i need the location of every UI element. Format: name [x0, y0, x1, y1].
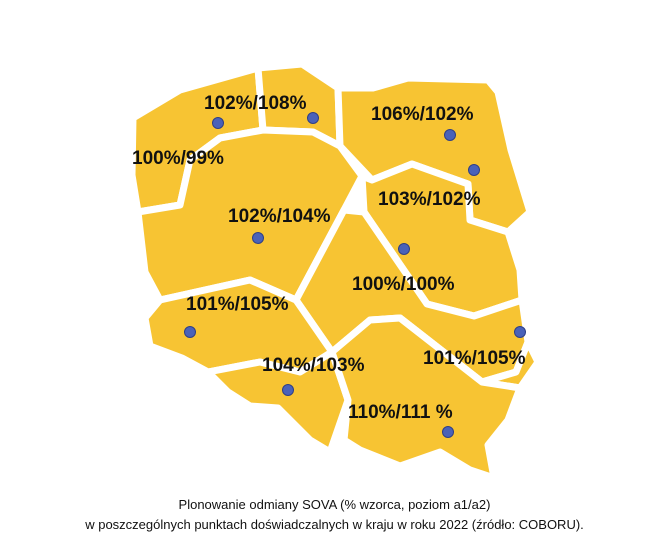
region-marker — [398, 243, 410, 255]
region-marker — [212, 117, 224, 129]
region-marker — [282, 384, 294, 396]
region-south-lesser — [328, 314, 524, 482]
region-marker — [468, 164, 480, 176]
region-label-northwest: 100%/99% — [132, 148, 224, 169]
region-label-south-silesia: 104%/103% — [262, 355, 365, 376]
region-label-northeast: 106%/102% — [371, 104, 474, 125]
region-marker — [444, 129, 456, 141]
region-label-southeast-east: 101%/105% — [423, 348, 526, 369]
region-label-center-west: 102%/104% — [228, 206, 331, 227]
region-marker — [307, 112, 319, 124]
caption-line-2: w poszczególnych punktach doświadczalnyc… — [85, 517, 584, 532]
region-marker — [442, 426, 454, 438]
region-label-south-lesser: 110%/111 % — [348, 402, 453, 423]
region-label-center: 100%/100% — [352, 274, 455, 295]
region-marker — [514, 326, 526, 338]
region-label-east-center: 103%/102% — [378, 189, 481, 210]
region-label-north-coast: 102%/108% — [204, 93, 307, 114]
region-south-silesia — [204, 348, 352, 456]
caption-line-1: Plonowanie odmiany SOVA (% wzorca, pozio… — [178, 497, 491, 512]
region-marker — [252, 232, 264, 244]
region-label-southwest: 101%/105% — [186, 294, 289, 315]
region-marker — [184, 326, 196, 338]
poland-map: 100%/99% 102%/108% 106%/102% 103%/102% 1… — [132, 64, 538, 482]
map-caption: Plonowanie odmiany SOVA (% wzorca, pozio… — [0, 495, 669, 535]
